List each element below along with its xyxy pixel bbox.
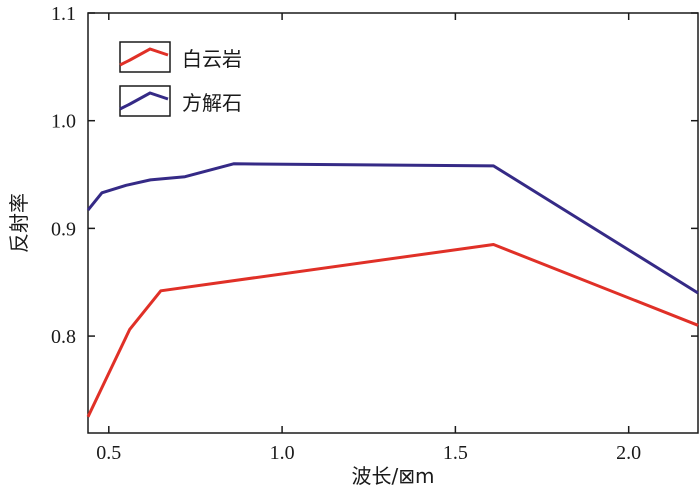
legend-swatch-line — [119, 47, 169, 67]
x-tick-label: 0.5 — [96, 442, 121, 464]
plot-area-frame — [87, 12, 699, 434]
legend-label: 白云岩 — [182, 47, 242, 71]
y-axis-title: 反射率 — [7, 193, 31, 253]
y-tick-label: 1.1 — [51, 3, 76, 25]
y-tick-label: 0.8 — [51, 326, 76, 348]
legend-label: 方解石 — [182, 91, 242, 115]
series-lines — [86, 162, 699, 418]
series-line-2 — [86, 162, 699, 295]
y-tick-label: 1.0 — [51, 111, 76, 133]
y-tick-label: 0.9 — [51, 218, 76, 240]
x-axis-title: 波长/⊠m — [352, 464, 435, 488]
axis-tick-labels: 0.5 1.0 1.5 2.0 0.8 0.9 1.0 1.1 — [51, 3, 641, 464]
legend-swatch-box — [119, 85, 171, 117]
axis-ticks — [88, 12, 698, 433]
x-tick-label: 1.0 — [270, 442, 295, 464]
x-tick-label: 2.0 — [616, 442, 641, 464]
legend-swatch-line — [119, 91, 169, 111]
x-tick-label: 1.5 — [443, 442, 468, 464]
series-line-1 — [86, 243, 699, 418]
legend-swatch-box — [119, 41, 171, 73]
